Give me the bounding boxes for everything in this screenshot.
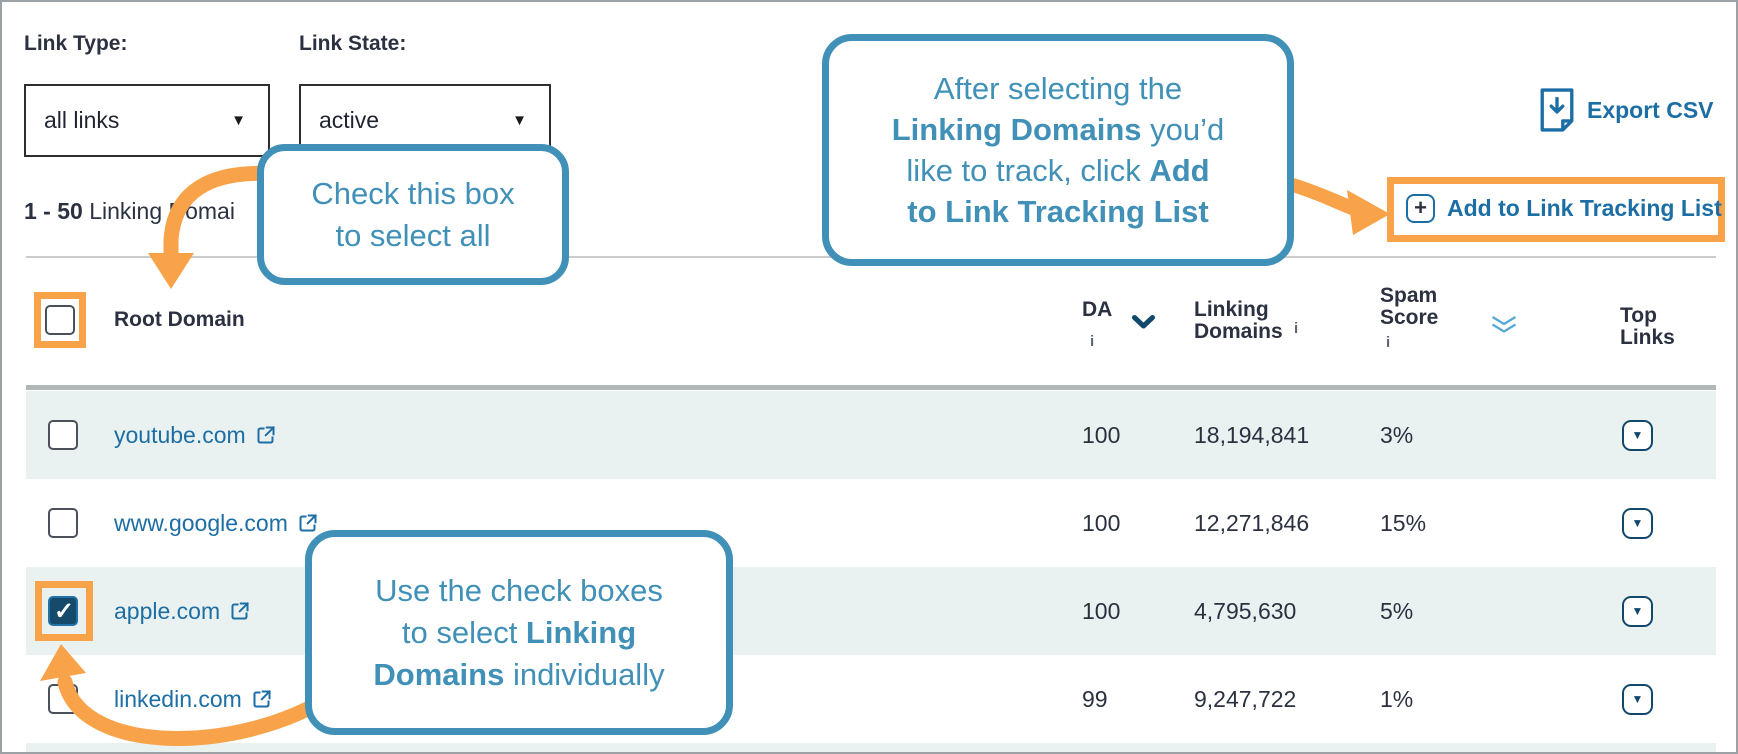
row-checkbox[interactable] [48,508,78,538]
linking-domains-value: 18,194,841 [1194,421,1310,448]
da-value: 100 [1082,509,1121,536]
callout-text-line: Use the check boxes [375,572,663,608]
pagination-range: 1 - 50 [24,198,83,224]
caret-down-icon: ▼ [512,112,527,129]
top-links-dropdown-button[interactable]: ▼ [1622,507,1653,539]
callout-text-line: to select Linking [401,614,637,650]
export-csv-icon [1540,88,1574,132]
callout-text-line: Domains individually [373,656,665,692]
link-type-select[interactable]: all links ▼ [24,84,270,157]
callout-text-line: After selecting the [933,71,1183,106]
callout-text-line: to Link Tracking List [907,194,1209,229]
spam-score-value: 3% [1380,421,1414,448]
divider [26,385,1716,390]
table-body: youtube.com 100 18,194,841 3% ▼ www.google.co… [26,391,1716,743]
table-row-partial [26,743,1716,752]
add-to-link-tracking-list-button[interactable]: + Add to Link Tracking List [1406,194,1722,223]
caret-down-icon: ▼ [1631,604,1644,618]
column-header-root-domain: Root Domain [114,308,245,331]
domain-link[interactable]: www.google.com [114,509,288,536]
linking-domains-value: 9,247,722 [1194,685,1297,712]
spam-score-value: 1% [1380,685,1414,712]
spam-score-info-icon[interactable]: i [1386,334,1391,351]
select-all-checkbox[interactable] [45,305,75,335]
da-value: 100 [1082,421,1121,448]
link-type-value: all links [44,107,120,133]
caret-down-icon: ▼ [1631,516,1644,530]
highlight-add-to-list [1387,177,1725,242]
da-info-icon[interactable]: i [1090,333,1095,350]
row-checkbox[interactable] [48,420,78,450]
da-sort-icon[interactable] [1132,315,1155,329]
spam-score-value: 5% [1380,597,1414,624]
callout-individual-select: Use the check boxes to select Linking Doma… [305,530,733,735]
column-header-top-links: Top Links [1620,304,1675,349]
row-checkbox[interactable] [48,684,78,714]
da-value: 99 [1082,685,1108,712]
table-row: ✓ apple.com 100 4,795,630 5% ▼ [26,567,1716,655]
da-value: 100 [1082,597,1121,624]
link-state-value: active [319,107,380,133]
callout-text-line: Check this box [311,175,515,211]
callout-text-line: like to track, click Add [906,153,1210,188]
callout-text-line: to select all [335,217,491,253]
pagination: 1 - 50 Linking Domai [24,198,235,225]
linking-domains-value: 12,271,846 [1194,509,1310,536]
caret-down-icon: ▼ [1631,428,1644,442]
top-links-dropdown-button[interactable]: ▼ [1622,595,1653,627]
linking-domains-info-icon[interactable]: i [1294,320,1299,337]
highlight-select-all-checkbox [34,292,86,348]
table-row: linkedin.com 99 9,247,722 1% ▼ [26,655,1716,743]
pagination-label: Linking Domai [89,198,235,224]
external-link-icon [253,689,271,707]
annotation-arrow-to-add-button [1283,177,1390,235]
table-header: Root Domain DA i Linking Domains i Spam … [26,258,1716,385]
external-link-icon [231,601,250,619]
top-links-dropdown-button[interactable]: ▼ [1622,683,1653,715]
export-csv-label: Export CSV [1587,96,1714,123]
domain-link[interactable]: youtube.com [114,421,246,448]
column-header-spam-score: Spam Score i [1380,258,1620,351]
checkmark-icon: ✓ [54,598,75,625]
table-row: www.google.com 100 12,271,846 15% ▼ [26,479,1716,567]
export-csv-button[interactable]: Export CSV [1539,88,1714,132]
external-link-icon [299,513,317,531]
plus-icon: + [1406,194,1435,223]
add-to-list-label: Add to Link Tracking List [1447,195,1722,221]
top-links-dropdown-button[interactable]: ▼ [1622,419,1653,451]
domain-link[interactable]: linkedin.com [114,685,242,712]
row-checkbox[interactable]: ✓ [48,596,78,626]
linking-domains-value: 4,795,630 [1194,597,1297,624]
external-link-icon [257,425,275,443]
highlight-row-checkbox [35,581,93,641]
callout-select-all: Check this box to select all [257,144,569,285]
spam-score-sort-icon[interactable] [1490,315,1518,334]
column-header-da: DA i [1082,258,1194,350]
spam-score-value: 15% [1380,509,1427,536]
link-type-label: Link Type: [24,32,128,55]
domain-link[interactable]: apple.com [114,597,221,624]
link-state-label: Link State: [299,32,407,55]
caret-down-icon: ▼ [231,112,246,129]
column-header-linking-domains: Linking Domains i [1194,298,1299,343]
callout-text-line: Linking Domains you’d [891,112,1225,147]
callout-add-to-list: After selecting the Linking Domains you’d… [822,34,1294,266]
table-row: youtube.com 100 18,194,841 3% ▼ [26,391,1716,479]
caret-down-icon: ▼ [1631,692,1644,706]
